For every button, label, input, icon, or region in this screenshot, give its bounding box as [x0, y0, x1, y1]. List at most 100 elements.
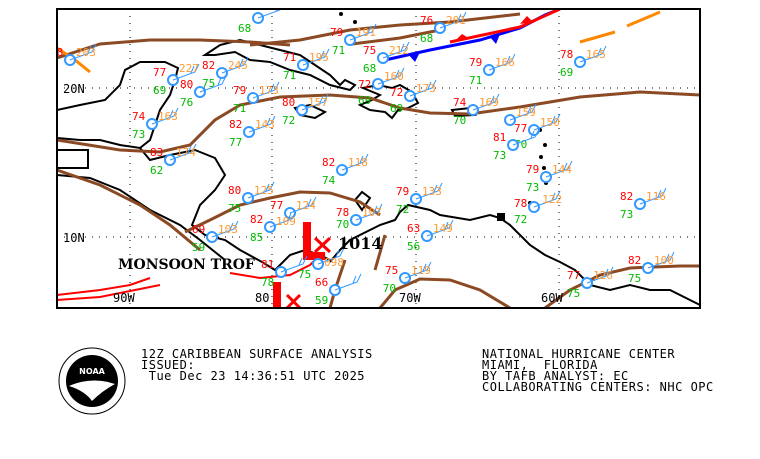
station-pressure: 165 — [586, 48, 606, 61]
stationary-front — [384, 9, 561, 62]
wind-barb — [355, 203, 383, 221]
station-plot: 82 116 73 — [620, 187, 667, 221]
station-pressure: 100 — [654, 254, 674, 267]
station-dewpoint: 68 — [363, 62, 376, 75]
station-dewpoint: 71 — [469, 74, 482, 87]
station-pressure: 107 — [362, 206, 382, 219]
station-dewpoint: 72 — [514, 213, 527, 226]
footer-right: NATIONAL HURRICANE CENTER MIAMI, FLORIDA B… — [482, 348, 714, 394]
wind-barb — [382, 41, 410, 59]
station-temperature: 80 — [282, 96, 295, 109]
station-plot: 72 173 69 — [390, 79, 437, 115]
station-plot: 79 191 71 — [330, 23, 377, 57]
collaborating-centers: COLLABORATING CENTERS: NHC OPC — [482, 380, 714, 394]
station-pressure: 174 — [176, 146, 196, 159]
station-pressure: 125 — [254, 184, 274, 197]
station-temperature: 80 — [180, 78, 193, 91]
station-dewpoint: 71 — [233, 102, 246, 115]
wind-barb — [169, 143, 197, 161]
wind-barb — [211, 220, 239, 238]
low-pressure-symbols — [273, 222, 332, 308]
station-temperature: 66 — [315, 276, 328, 289]
wind-barb — [586, 266, 614, 284]
station-temperature: 80 — [228, 184, 241, 197]
station-dewpoint: 69 — [358, 94, 371, 107]
station-dewpoint: 72 — [282, 114, 295, 127]
station-dewpoint: 85 — [250, 231, 263, 244]
wind-barb — [199, 75, 227, 93]
analysis-title: 12Z CARIBBEAN SURFACE ANALYSIS — [141, 347, 373, 361]
station-pressure: 122 — [542, 193, 562, 206]
lat-label-20n: 20N — [63, 82, 85, 96]
station-dewpoint: 59 — [315, 294, 328, 307]
station-plot: 83 174 62 — [150, 143, 197, 177]
station-dewpoint: 78 — [261, 276, 274, 289]
wind-barb — [409, 79, 437, 97]
wind-barb — [579, 45, 607, 63]
station-pressure: 098 — [324, 256, 344, 269]
station-dewpoint: 73 — [620, 208, 633, 221]
station-temperature: 81 — [493, 131, 506, 144]
footer-left: 12Z CARIBBEAN SURFACE ANALYSIS ISSUED: Tu… — [141, 347, 373, 383]
wind-barb — [533, 190, 561, 208]
station-temperature: 78 — [50, 46, 63, 59]
station-temperature: 76 — [420, 14, 433, 27]
center-location: MIAMI, FLORIDA — [482, 358, 598, 372]
station-dewpoint: 74 — [322, 174, 336, 187]
station-pressure: 143 — [255, 118, 275, 131]
station-plot: 82 245 75 — [202, 56, 249, 90]
station-dewpoint: 73 — [526, 181, 539, 194]
station-dewpoint: 68 — [420, 32, 433, 45]
station-plot: 79 144 73 — [526, 160, 573, 194]
wind-barb — [172, 63, 200, 81]
wind-barb — [247, 181, 275, 199]
station-dewpoint: 76 — [180, 96, 193, 109]
wind-barb — [269, 210, 297, 228]
lon-label-60w: 60W — [541, 291, 563, 305]
wind-barb — [545, 160, 573, 178]
station-temperature: 75 — [363, 44, 376, 57]
station-pressure: 159 — [516, 106, 536, 119]
station-temperature: 82 — [229, 118, 242, 131]
station-plot: 79 173 71 — [233, 81, 280, 115]
station-pressure: 169 — [479, 96, 499, 109]
wind-barb — [349, 23, 377, 41]
station-dewpoint: 69 — [153, 84, 166, 97]
station-pressure: 212 — [389, 44, 409, 57]
station-temperature: 82 — [628, 254, 641, 267]
station-plot: 77 227 69 — [153, 62, 200, 97]
wind-barb — [280, 255, 308, 273]
low-pressure-value: 1014 — [338, 234, 383, 253]
troughs — [57, 12, 700, 308]
station-dewpoint: 71 — [283, 69, 296, 82]
station-plot: 78 122 72 — [514, 190, 562, 226]
station-pressure: 157 — [308, 96, 328, 109]
wind-barb — [404, 261, 432, 279]
wind-barb — [488, 53, 516, 71]
wind-barb — [426, 219, 454, 237]
station-plot: 80 125 75 — [228, 181, 275, 215]
wind-barb — [289, 196, 317, 214]
station-dewpoint: 70 — [336, 218, 349, 231]
wind-barb — [439, 11, 467, 29]
wind-barb — [472, 93, 500, 111]
station-pressure: 163 — [158, 110, 178, 123]
station-plot: 80 157 72 — [282, 93, 329, 127]
station-pressure: 118 — [348, 156, 368, 169]
station-temperature: 82 — [620, 190, 633, 203]
station-plot: 63 149 56 — [407, 219, 454, 253]
station-plot: 75 212 68 — [363, 41, 410, 75]
noaa-logo-text: NOAA — [79, 367, 105, 376]
issued-time: Tue Dec 23 14:36:51 UTC 2025 — [141, 369, 366, 383]
station-temperature: 79 — [330, 26, 343, 39]
station-dewpoint: 68 — [238, 22, 251, 35]
station-pressure: 103 — [218, 223, 238, 236]
map-border — [56, 8, 701, 309]
station-temperature: 81 — [261, 258, 274, 271]
station-dewpoint: 72 — [396, 203, 409, 216]
station-dewpoint: 75 — [298, 268, 311, 281]
station-temperature: 74 — [132, 110, 146, 123]
wind-barb — [334, 273, 362, 291]
